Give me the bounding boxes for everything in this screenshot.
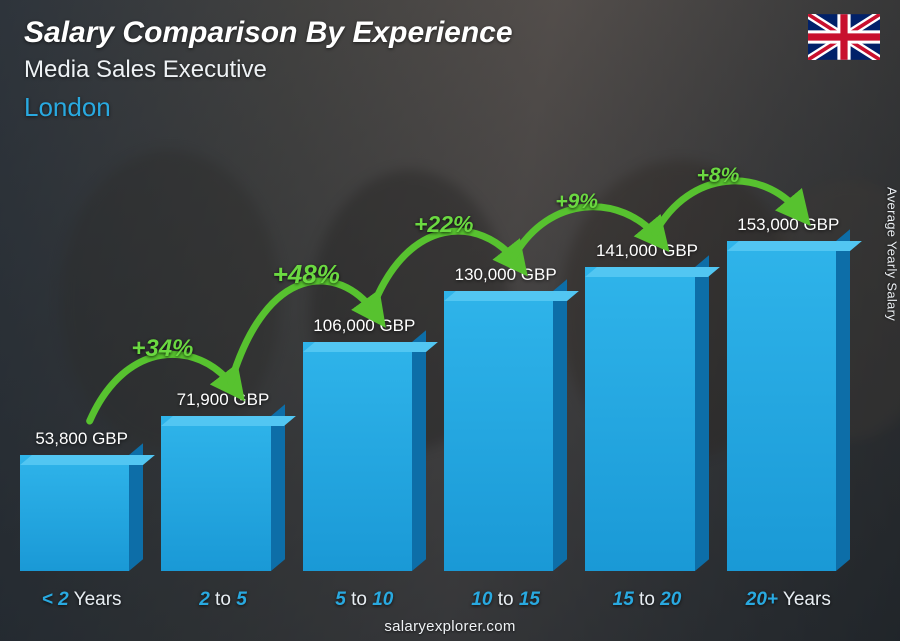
bar-front-face [20, 455, 129, 571]
bar-value-label: 130,000 GBP [455, 265, 557, 285]
chart-column: 106,000 GBP [303, 140, 426, 571]
chart-location: London [24, 92, 111, 123]
x-axis: < 2 Years 2 to 5 5 to 10 10 to 15 15 to 20 20… [20, 589, 850, 611]
footer-attribution: salaryexplorer.com [0, 618, 900, 635]
bar [444, 291, 567, 571]
chart-column: 53,800 GBP [20, 140, 143, 571]
bar-value-label: 141,000 GBP [596, 241, 698, 261]
chart-column: 71,900 GBP [161, 140, 284, 571]
chart-column: 141,000 GBP [585, 140, 708, 571]
bar-side-face [271, 404, 285, 571]
x-axis-category: 20+ Years [727, 589, 850, 611]
x-axis-category: 15 to 20 [585, 589, 708, 611]
bar-side-face [695, 255, 709, 571]
bar-top-face [20, 455, 155, 465]
bar-side-face [412, 330, 426, 571]
uk-flag-icon [808, 14, 880, 60]
x-axis-category: 5 to 10 [303, 589, 426, 611]
bar-value-label: 71,900 GBP [177, 390, 270, 410]
chart-column: 130,000 GBP [444, 140, 567, 571]
bar [727, 241, 850, 571]
bar-top-face [444, 291, 579, 301]
x-axis-category: < 2 Years [20, 589, 143, 611]
bar [303, 342, 426, 571]
bar-top-face [727, 241, 862, 251]
bar-front-face [727, 241, 836, 571]
chart-title: Salary Comparison By Experience [24, 16, 513, 50]
bar [20, 455, 143, 571]
bar [585, 267, 708, 571]
x-axis-category: 10 to 15 [444, 589, 567, 611]
bar-value-label: 153,000 GBP [737, 215, 839, 235]
chart-subtitle: Media Sales Executive [24, 56, 267, 84]
bar-value-label: 106,000 GBP [313, 316, 415, 336]
bar-front-face [585, 267, 694, 571]
x-axis-category: 2 to 5 [161, 589, 284, 611]
chart-stage: Salary Comparison By Experience Media Sa… [0, 0, 900, 641]
bar-top-face [303, 342, 438, 352]
bar-top-face [585, 267, 720, 277]
bar [161, 416, 284, 571]
bar-front-face [444, 291, 553, 571]
bar-chart: 53,800 GBP 71,900 GBP 106,000 GBP 130,000 G… [20, 140, 850, 571]
bar-front-face [303, 342, 412, 571]
bar-top-face [161, 416, 296, 426]
bar-side-face [553, 279, 567, 571]
bar-side-face [836, 229, 850, 571]
y-axis-label: Average Yearly Salary [885, 187, 900, 321]
bar-front-face [161, 416, 270, 571]
bar-value-label: 53,800 GBP [35, 429, 128, 449]
chart-column: 153,000 GBP [727, 140, 850, 571]
